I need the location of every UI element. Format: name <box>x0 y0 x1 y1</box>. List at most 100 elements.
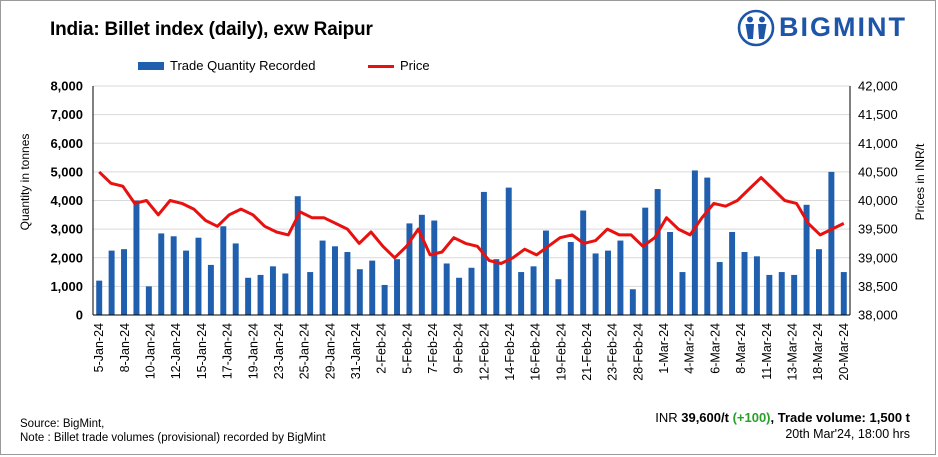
quantity-bar <box>369 260 376 315</box>
quantity-bar <box>803 204 810 315</box>
x-tick-label: 23-Jan-24 <box>272 323 286 379</box>
y-left-tick-label: 6,000 <box>50 136 83 151</box>
x-tick-label: 8-Jan-24 <box>118 323 132 372</box>
y-right-tick-label: 40,500 <box>858 164 898 179</box>
quantity-bar <box>257 274 264 315</box>
y-left-tick-label: 2,000 <box>50 250 83 265</box>
quantity-bar <box>567 242 574 315</box>
x-tick-label: 12-Feb-24 <box>477 323 491 381</box>
volume-label: , Trade volume: <box>770 410 866 425</box>
x-tick-label: 5-Feb-24 <box>400 323 414 374</box>
x-tick-label: 14-Feb-24 <box>503 323 517 381</box>
quantity-bar <box>716 262 723 315</box>
x-tick-label: 21-Feb-24 <box>580 323 594 381</box>
quantity-bar <box>406 223 413 315</box>
quantity-bar <box>418 214 425 315</box>
quantity-bar <box>617 240 624 315</box>
brand-logo: BIGMINT <box>737 8 927 48</box>
x-tick-label: 17-Jan-24 <box>221 323 235 379</box>
quantity-bar <box>741 252 748 315</box>
quantity-bar <box>170 236 177 315</box>
y-right-tick-label: 39,000 <box>858 250 898 265</box>
note-text: Note : Billet trade volumes (provisional… <box>20 432 326 444</box>
quantity-bar <box>121 249 128 315</box>
quantity-bar <box>307 272 314 315</box>
y-axis-left-label: Quantity in tonnes <box>18 134 32 231</box>
price-label: INR <box>655 410 678 425</box>
y-right-tick-label: 41,500 <box>858 107 898 122</box>
quantity-bar <box>493 259 500 315</box>
y-left-tick-label: 3,000 <box>50 222 83 237</box>
x-tick-label: 31-Jan-24 <box>349 323 363 379</box>
x-tick-label: 23-Feb-24 <box>606 323 620 381</box>
quantity-bar <box>580 210 587 315</box>
quantity-bar <box>282 273 289 315</box>
quantity-bar <box>505 187 512 315</box>
price-line <box>98 170 845 265</box>
quantity-bar <box>96 280 103 315</box>
legend-line-label: Price <box>400 58 430 73</box>
x-tick-label: 6-Mar-24 <box>708 323 722 374</box>
quantity-bar <box>344 252 351 315</box>
quantity-bar <box>828 171 835 315</box>
quantity-bar <box>269 266 276 315</box>
axes <box>92 86 851 316</box>
x-tick-label: 29-Jan-24 <box>323 323 337 379</box>
quantity-bar <box>232 243 239 315</box>
x-tick-label: 1-Mar-24 <box>657 323 671 374</box>
quantity-bar <box>667 231 674 315</box>
quantity-bar <box>431 220 438 315</box>
timestamp: 20th Mar'24, 18:00 hrs <box>785 427 910 441</box>
x-tick-label: 16-Feb-24 <box>529 323 543 381</box>
x-tick-label: 12-Jan-24 <box>169 323 183 379</box>
x-tick-label: 19-Feb-24 <box>554 323 568 381</box>
quantity-bar <box>356 269 363 315</box>
chart-title: India: Billet index (daily), exw Raipur <box>50 19 373 40</box>
x-tick-label: 9-Feb-24 <box>452 323 466 374</box>
quantity-bar <box>108 250 115 315</box>
quantity-bar <box>443 263 450 315</box>
x-tick-label: 7-Feb-24 <box>426 323 440 374</box>
quantity-bar <box>332 246 338 315</box>
quantity-bar <box>791 274 798 315</box>
quantity-bar <box>704 177 711 315</box>
brand-name: BIGMINT <box>779 12 907 42</box>
quantity-bar <box>207 264 214 315</box>
y-right-tick-label: 41,000 <box>858 136 898 151</box>
y-left-tick-label: 1,000 <box>50 279 83 294</box>
quantity-bar <box>381 284 388 315</box>
x-tick-label: 2-Feb-24 <box>375 323 389 374</box>
legend-bar-swatch <box>138 62 164 70</box>
quantity-bar <box>158 233 165 315</box>
volume-value: 1,500 t <box>869 410 910 425</box>
x-tick-label: 5-Jan-24 <box>92 323 106 372</box>
y-left-tick-label: 8,000 <box>50 79 83 94</box>
y-right-tick-label: 38,000 <box>858 308 898 323</box>
y-left-tick-label: 7,000 <box>50 107 83 122</box>
quantity-bar <box>145 286 152 315</box>
source-text: Source: BigMint, <box>20 418 105 430</box>
quantity-bar <box>518 272 525 315</box>
price-value: 39,600/t <box>681 410 729 425</box>
x-tick-label: 8-Mar-24 <box>734 323 748 374</box>
x-axis-ticks: 5-Jan-24 8-Jan-24 10-Jan-24 12-Jan-24 15-Jan… <box>92 323 851 381</box>
x-tick-label: 15-Jan-24 <box>195 323 209 379</box>
x-tick-label: 13-Mar-24 <box>785 323 799 381</box>
quantity-bar <box>183 250 190 315</box>
quantity-bar <box>542 230 549 315</box>
y-left-tick-label: 0 <box>76 308 83 323</box>
x-tick-label: 19-Jan-24 <box>246 323 260 379</box>
left-axis-ticks: 0 1,000 2,000 3,000 4,000 5,000 6,000 7,000 8,00… <box>50 79 83 323</box>
y-left-tick-label: 4,000 <box>50 193 83 208</box>
quantity-bar <box>555 279 562 315</box>
x-tick-label: 25-Jan-24 <box>298 323 312 379</box>
x-tick-label: 4-Mar-24 <box>683 323 697 374</box>
x-tick-label: 28-Feb-24 <box>631 323 645 381</box>
quantity-bar <box>753 256 760 315</box>
y-left-tick-label: 5,000 <box>50 164 83 179</box>
quantity-bar <box>729 231 736 315</box>
x-tick-label: 18-Mar-24 <box>811 323 825 381</box>
quantity-bar <box>605 250 611 315</box>
quantity-bar <box>468 267 475 315</box>
right-axis-ticks: 38,000 38,500 39,000 39,500 40,000 40,500 41,0… <box>858 79 898 323</box>
